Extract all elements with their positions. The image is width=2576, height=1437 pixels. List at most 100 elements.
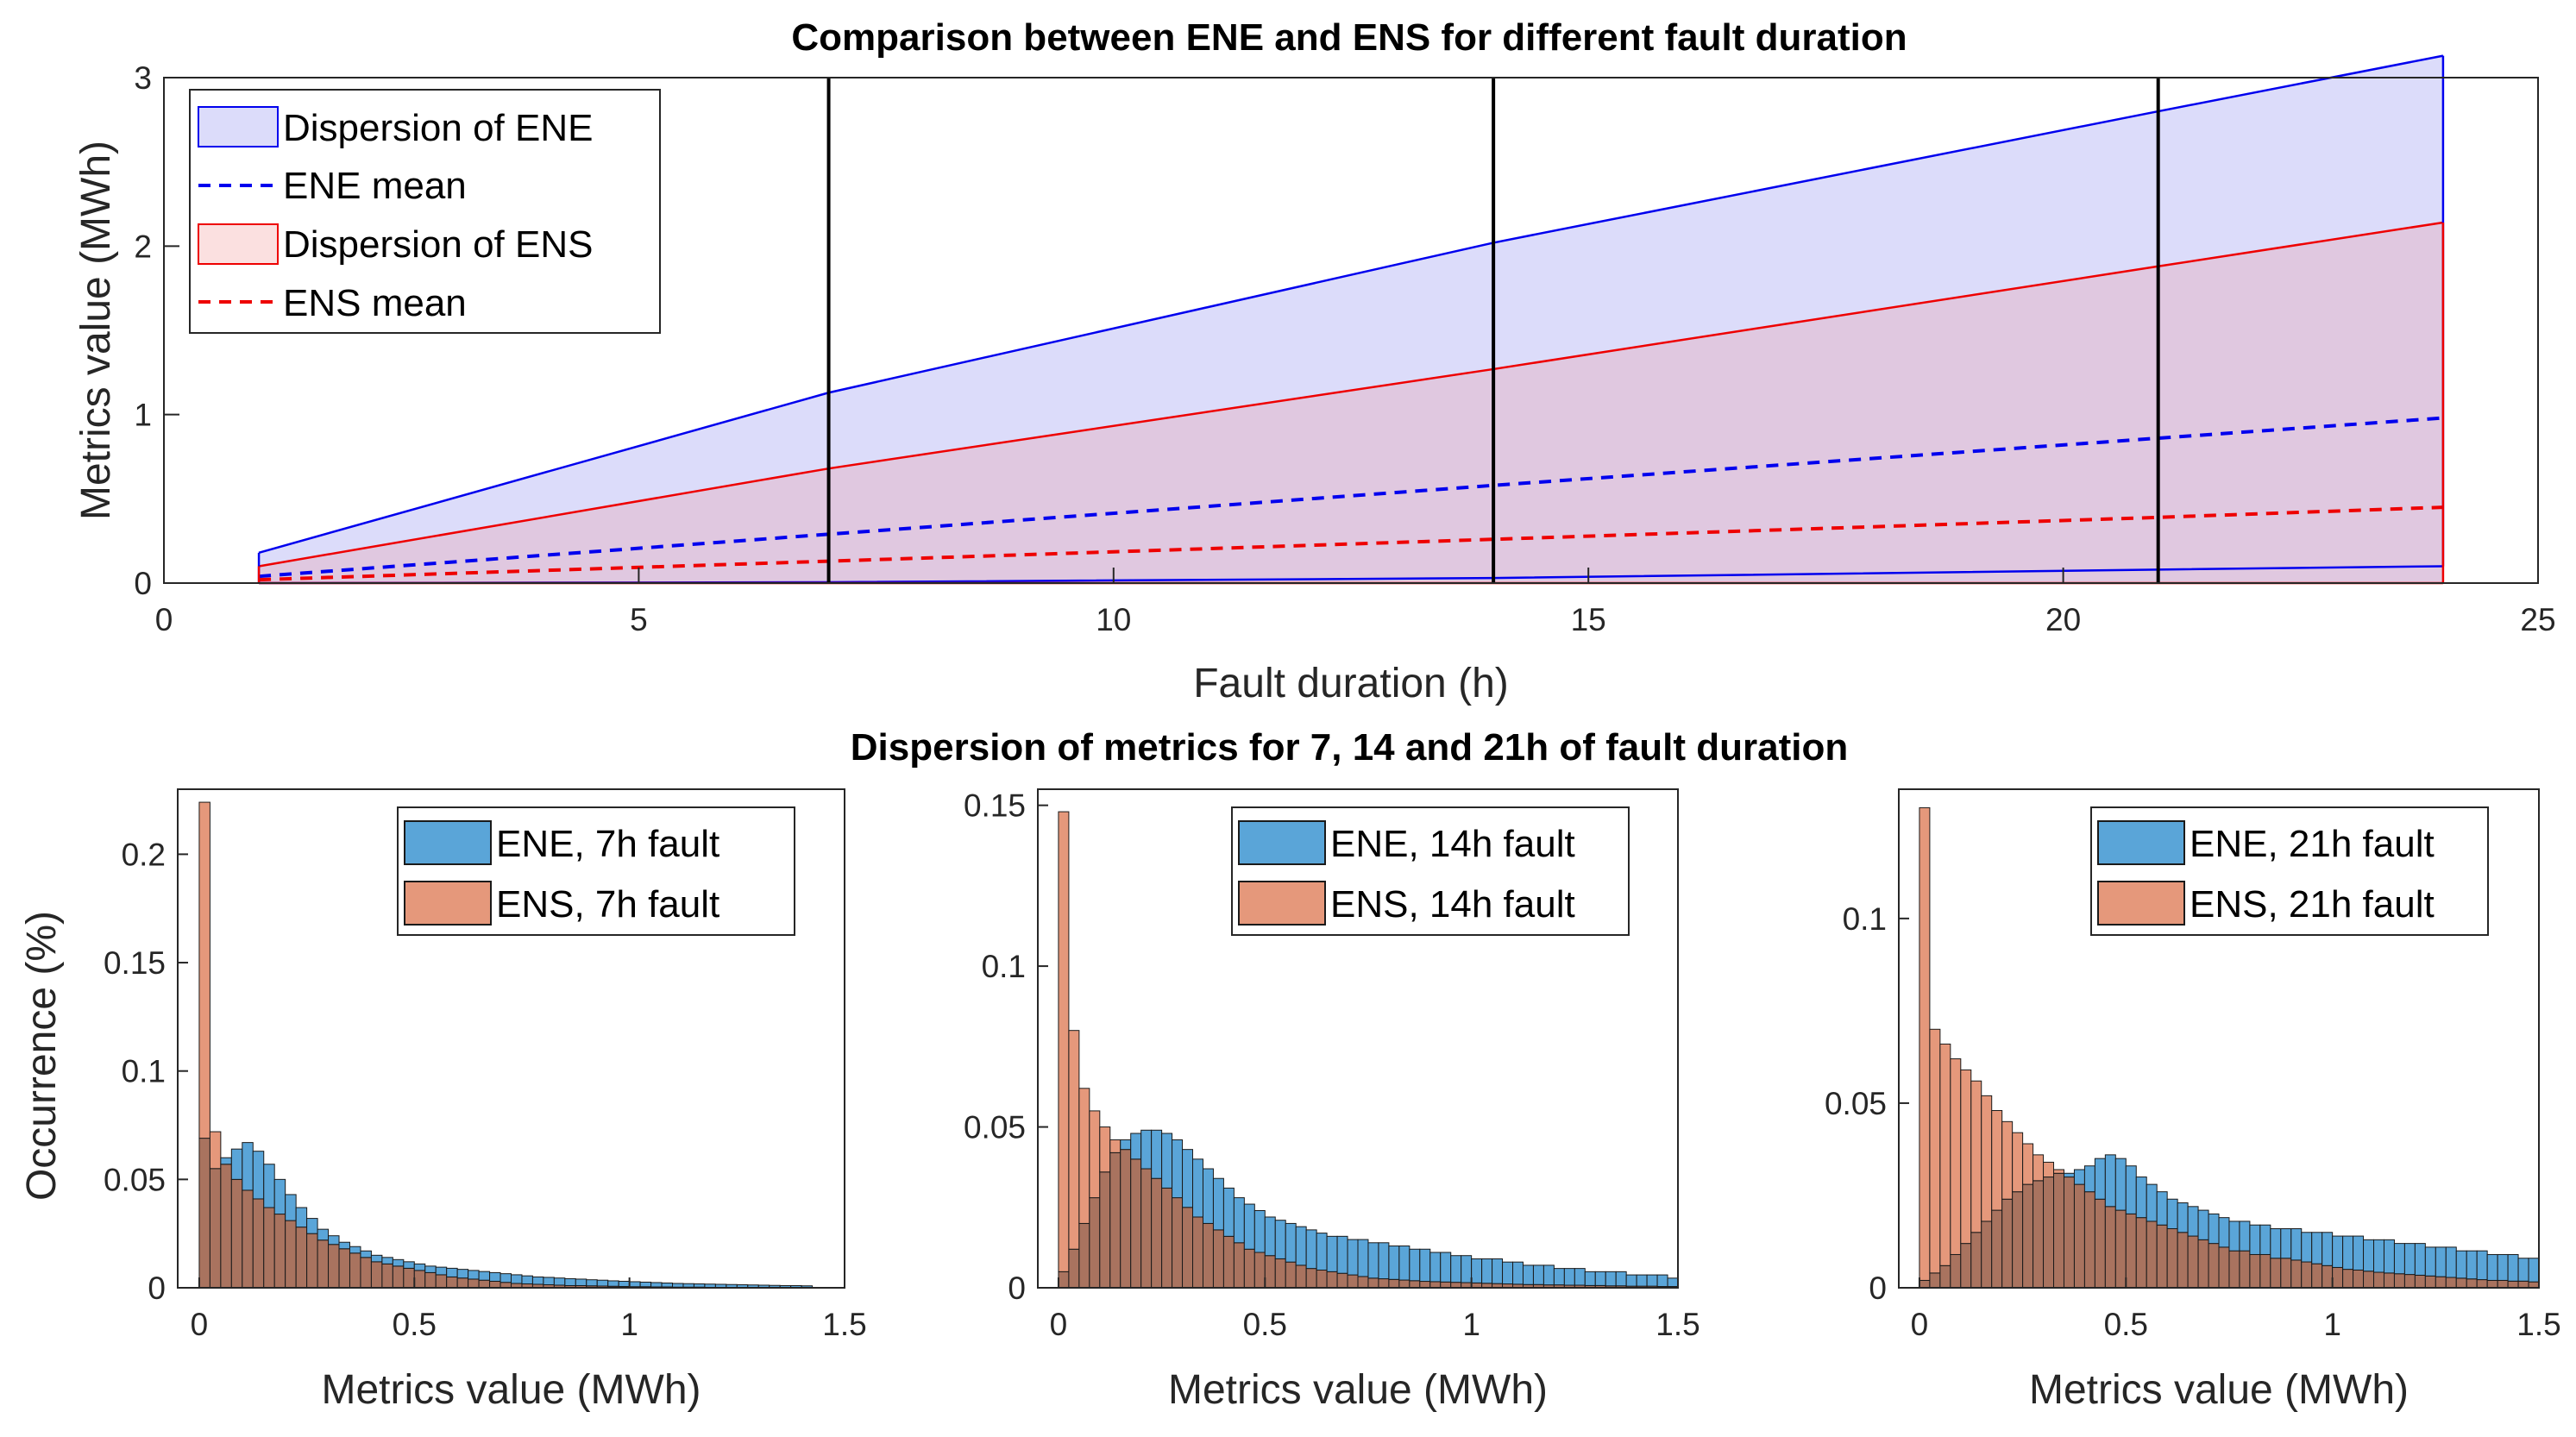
bar-ene — [1419, 1248, 1431, 1283]
bar-ene — [586, 1279, 598, 1287]
bar-ene — [1367, 1242, 1379, 1279]
top-x-ticks: 0 5 10 15 20 25 — [155, 568, 2556, 637]
bar-ene — [2373, 1239, 2384, 1273]
bar-overlap — [446, 1276, 458, 1289]
bar-ens — [1970, 1080, 1982, 1233]
bar-overlap — [2466, 1278, 2478, 1289]
bar-ene — [1563, 1268, 1575, 1286]
bar-overlap — [2280, 1258, 2292, 1289]
legend-label-ens: ENS, 14h fault — [1330, 883, 1575, 926]
bar-ene — [1274, 1220, 1286, 1259]
bar-ene — [2270, 1227, 2282, 1259]
bar-overlap — [273, 1214, 286, 1289]
legend-label-ene: ENE, 21h fault — [2190, 823, 2435, 865]
bar-ene — [2197, 1209, 2209, 1240]
bar-ene — [1120, 1139, 1132, 1151]
bar-ene — [1336, 1235, 1348, 1274]
bar-ene — [1233, 1197, 1245, 1244]
bar-ene — [1326, 1235, 1338, 1272]
bar-overlap — [424, 1271, 437, 1289]
bar-ene — [230, 1148, 243, 1180]
bar-ens — [2033, 1154, 2045, 1182]
bar-ene — [478, 1271, 491, 1281]
bar-ene — [1492, 1258, 1504, 1284]
y-tick-label: 3 — [134, 60, 152, 96]
bar-overlap — [1981, 1221, 1993, 1289]
bar-ene — [1625, 1274, 1637, 1287]
y-tick-label: 0.1 — [982, 949, 1026, 984]
legend: ENE, 7h fault ENS, 7h fault — [397, 806, 795, 936]
bar-ene — [543, 1277, 555, 1285]
bar-overlap — [1970, 1232, 1982, 1289]
bar-ene — [511, 1274, 523, 1284]
bar-overlap — [2166, 1227, 2178, 1289]
bar-ene — [1574, 1268, 1586, 1286]
bar-ene — [2094, 1158, 2106, 1200]
bar-overlap — [2156, 1224, 2168, 1289]
bar-ene — [714, 1283, 727, 1288]
bar-ene — [2403, 1243, 2416, 1276]
bar-ene — [295, 1207, 308, 1228]
x-tick-label: 0 — [191, 1307, 209, 1342]
bar-ene — [2290, 1227, 2303, 1261]
bar-ene — [1357, 1239, 1369, 1277]
bar-ens — [1929, 1028, 1941, 1274]
plot-frame — [1037, 788, 1679, 1289]
bar-overlap — [2486, 1279, 2498, 1289]
bar-overlap — [2033, 1180, 2045, 1289]
bar-ene — [1532, 1264, 1544, 1285]
bar-ene — [1615, 1271, 1627, 1287]
bar-overlap — [2311, 1263, 2323, 1289]
bar-ene — [1140, 1129, 1153, 1170]
bar-overlap — [328, 1244, 340, 1289]
bar-ene — [2322, 1232, 2334, 1266]
bar-overlap — [2001, 1198, 2014, 1289]
top-y-ticks: 0 1 2 3 — [134, 60, 179, 601]
bar-ene — [2135, 1177, 2147, 1219]
bar-ens — [209, 1131, 222, 1170]
bar-overlap — [2022, 1183, 2034, 1289]
bar-overlap — [2393, 1273, 2405, 1289]
bar-ens — [2053, 1169, 2064, 1174]
bar-overlap — [317, 1239, 330, 1289]
bar-overlap — [2208, 1243, 2220, 1289]
bar-ens — [1950, 1058, 1962, 1255]
bar-overlap — [1950, 1253, 1962, 1289]
bar-overlap — [2259, 1253, 2271, 1289]
bar-overlap — [2507, 1280, 2519, 1289]
bar-ene — [2424, 1246, 2436, 1277]
bar-ene — [1636, 1274, 1648, 1287]
x-tick-label: 0.5 — [393, 1307, 437, 1342]
bar-overlap — [435, 1274, 448, 1289]
bar-overlap — [1991, 1209, 2003, 1289]
bar-ene — [2166, 1198, 2178, 1229]
bar-overlap — [2228, 1250, 2240, 1289]
bar-ene — [1502, 1261, 1514, 1285]
bar-ene — [2249, 1224, 2261, 1255]
bar-ene — [1542, 1264, 1555, 1286]
legend-swatch-ens — [1238, 881, 1326, 926]
x-tick-label: 1 — [1462, 1307, 1480, 1342]
x-tick-label: 0 — [155, 602, 173, 637]
bar-ens — [1981, 1095, 1993, 1222]
bar-ene — [2528, 1258, 2540, 1283]
bar-ens — [1099, 1126, 1111, 1173]
bar-ene — [1130, 1133, 1142, 1160]
legend-swatch-ens — [404, 881, 492, 926]
bar-ene — [328, 1235, 340, 1246]
bar-ene — [2187, 1206, 2199, 1237]
bar-overlap — [1089, 1197, 1101, 1289]
bar-ene — [1398, 1246, 1411, 1281]
bar-ene — [2363, 1239, 2375, 1272]
bar-ene — [2073, 1169, 2085, 1185]
bar-ene — [2218, 1217, 2230, 1248]
bar-ene — [1522, 1264, 1534, 1285]
bar-overlap — [1172, 1197, 1184, 1289]
bar-ene — [1264, 1216, 1276, 1257]
bar-ene — [446, 1267, 458, 1277]
bar-ene — [285, 1194, 297, 1221]
bar-overlap — [252, 1198, 265, 1289]
bar-ene — [2280, 1227, 2292, 1259]
bar-ene — [2507, 1253, 2519, 1282]
bar-ens — [1109, 1139, 1122, 1153]
